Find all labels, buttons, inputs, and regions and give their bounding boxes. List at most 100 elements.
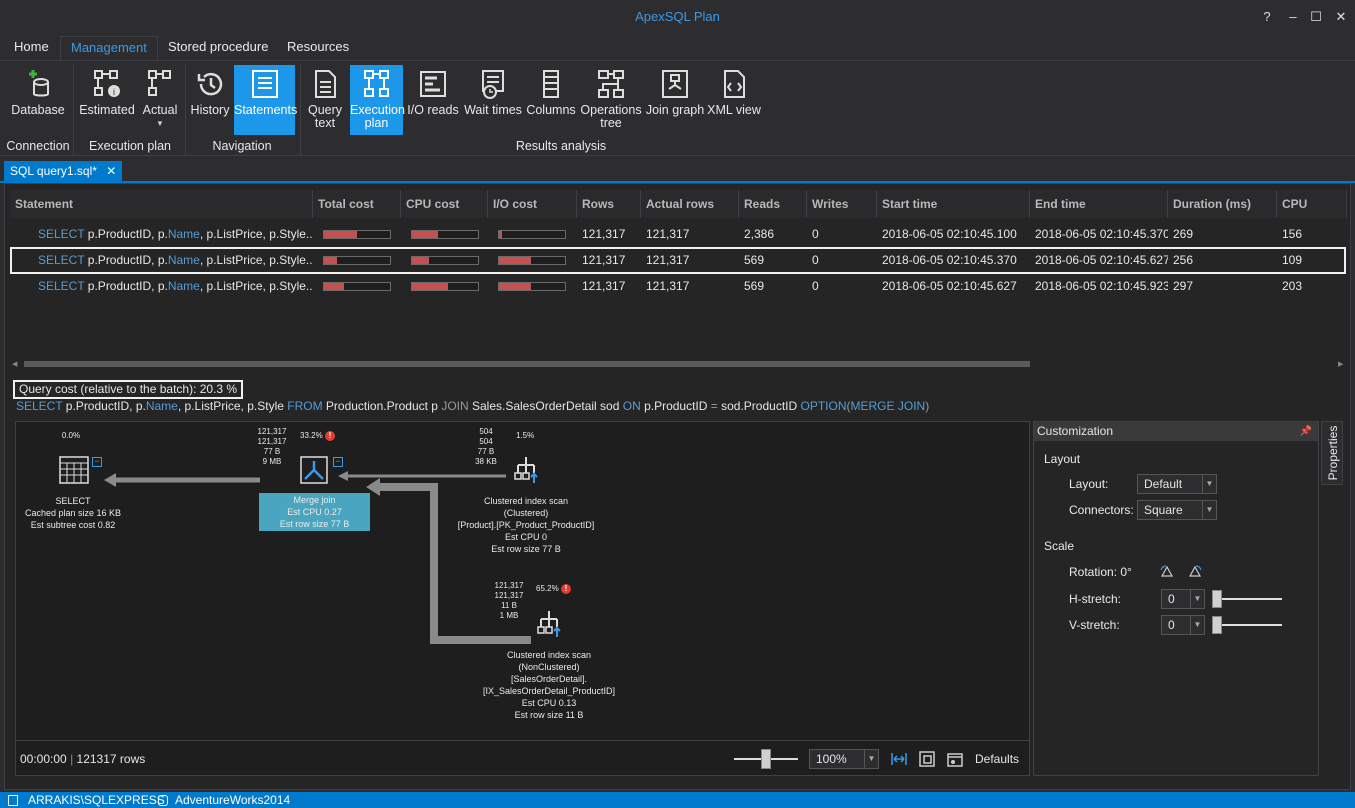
server-icon [8,795,18,806]
minimize-button[interactable]: – [1289,9,1297,24]
column-header[interactable]: Actual rows [641,190,739,218]
history-icon [197,72,223,96]
table-row[interactable]: SELECT p.ProductID, p.Name, p.ListPrice,… [10,247,1347,273]
scan1-stat: 38 KB [475,457,497,466]
io-reads-button[interactable]: I/O reads [406,65,460,135]
status-bar: ARRAKIS\SQLEXPRESS AdventureWorks2014 [0,792,1355,808]
column-header[interactable]: End time [1030,190,1168,218]
column-header[interactable]: Duration (ms) [1168,190,1277,218]
table-row[interactable]: SELECT p.ProductID, p.Name, p.ListPrice,… [10,273,1347,299]
estimated-button[interactable]: i Estimated [78,65,136,135]
close-button[interactable]: ✕ [1335,9,1347,24]
collapse-icon[interactable]: − [92,457,102,467]
xml-view-label: XML view [707,103,761,117]
columns-button[interactable]: Columns [526,65,576,135]
rotation-label: Rotation: 0° [1069,565,1132,579]
tab-stored-procedure[interactable]: Stored procedure [168,39,269,54]
statements-button[interactable]: Statements [234,65,297,135]
io-reads-label: I/O reads [407,103,459,117]
wait-times-button[interactable]: Wait times [462,65,524,135]
execution-plan-canvas[interactable]: 0.0% − SELECT Cached plan size 16 KB Est… [15,421,1030,776]
fit-page-icon[interactable] [919,751,935,767]
statement-cell: SELECT p.ProductID, p.Name, p.ListPrice,… [33,273,313,299]
ribbon-separator [300,65,301,155]
zoom-select[interactable]: 100% ▼ [809,749,879,769]
hstretch-select[interactable]: 0 ▼ [1161,589,1205,609]
tab-resources[interactable]: Resources [287,39,350,54]
help-button[interactable]: ? [1263,9,1271,24]
scan1-stats: 504 504 77 B 38 KB [471,427,501,467]
column-header[interactable]: Start time [877,190,1030,218]
collapse-icon[interactable]: − [333,457,343,467]
doc-tab-label: SQL query1.sql* [10,164,97,178]
end-cell: 2018-06-05 02:10:45.627 [1035,253,1168,267]
query-token: = [710,399,718,413]
plan-footer-divider [16,740,1029,741]
rotate-left-icon[interactable] [1160,565,1174,577]
tab-home[interactable]: Home [14,39,49,54]
io-cost-bar [498,282,566,291]
hstretch-slider-knob[interactable] [1212,590,1222,608]
scroll-right-icon[interactable]: ▶ [1338,361,1344,368]
warning-icon[interactable]: ! [324,431,335,441]
table-row[interactable]: SELECT p.ProductID, p.Name, p.ListPrice,… [10,221,1347,247]
column-header[interactable]: CPU cost [401,190,488,218]
layout-select[interactable]: Default ▼ [1137,474,1217,494]
maximize-button[interactable]: ☐ [1310,9,1322,24]
select-node-line: SELECT [55,496,91,506]
execution-plan-button[interactable]: Execution plan [350,65,405,135]
zoom-slider-knob[interactable] [761,749,771,769]
vstretch-slider-knob[interactable] [1212,616,1222,634]
warning-icon[interactable]: ! [560,584,571,594]
column-header[interactable]: CPU [1277,190,1347,218]
close-icon[interactable]: ✕ [106,164,117,178]
vstretch-slider[interactable] [1216,624,1282,626]
defaults-button[interactable]: Defaults [975,752,1020,766]
merge-stat: 121,317 [257,427,287,436]
connectors-select[interactable]: Square ▼ [1137,500,1217,520]
cpu-cost-bar [411,256,479,265]
cost-bar-fill [412,231,439,238]
pin-icon[interactable]: 📌 [1299,426,1312,437]
vstretch-select[interactable]: 0 ▼ [1161,615,1205,635]
select-icon[interactable] [59,456,89,484]
scroll-left-icon[interactable]: ◀ [12,361,18,368]
index-scan-icon[interactable] [535,609,563,639]
merge-join-icon[interactable] [300,456,328,484]
plan-connectors [104,471,531,644]
query-token: Name [145,399,178,413]
xml-view-button[interactable]: XML view [706,65,762,135]
cpu-ms-cell: 203 [1282,279,1303,293]
index-scan-icon[interactable] [512,455,540,485]
properties-tab[interactable]: Properties [1321,421,1343,485]
column-header[interactable]: Writes [807,190,877,218]
column-header[interactable]: Reads [739,190,807,218]
scrollbar-thumb[interactable] [24,361,1030,367]
database-name: AdventureWorks2014 [175,793,291,807]
hstretch-slider[interactable] [1216,598,1282,600]
tab-sql-query1[interactable]: SQL query1.sql* ✕ [4,161,123,181]
column-header[interactable]: Total cost [313,190,401,218]
actual-button[interactable]: Actual ▼ [138,65,182,135]
column-header[interactable]: Rows [577,190,641,218]
select-node-label: SELECT Cached plan size 16 KB Est subtre… [16,495,130,531]
horizontal-scrollbar[interactable]: ◀ ▶ [10,360,1347,368]
join-graph-button[interactable]: Join graph [644,65,706,135]
columns-icon [543,70,559,98]
scan2-stats: 121,317 121,317 11 B 1 MB [489,581,529,621]
column-header[interactable]: Statement [10,190,313,218]
query-token: JOIN [441,399,469,413]
cost-bar-fill [324,231,357,238]
tab-management[interactable]: Management [60,36,158,60]
query-text-button[interactable]: Query text [305,65,345,135]
operations-tree-button[interactable]: Operations tree [580,65,642,135]
database-button[interactable]: Database [8,65,68,135]
column-header[interactable]: I/O cost [488,190,577,218]
rotate-right-icon[interactable] [1188,565,1202,577]
history-button[interactable]: History [189,65,231,135]
merge-node-label[interactable]: Merge join Est CPU 0.27 Est row size 77 … [259,493,370,531]
fit-width-icon[interactable] [891,752,907,766]
reset-view-icon[interactable] [947,751,963,767]
query-token: FROM [287,399,323,413]
scan1-node-line: Est CPU 0 [504,532,547,542]
